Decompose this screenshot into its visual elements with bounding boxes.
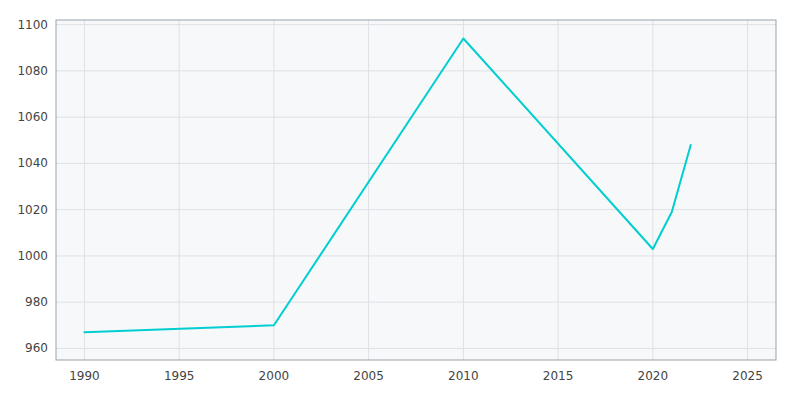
- y-tick-label: 1040: [17, 156, 48, 170]
- y-tick-label: 980: [25, 295, 48, 309]
- y-grid-line: [56, 117, 776, 118]
- x-grid-line: [273, 20, 274, 360]
- x-tick-label: 2010: [448, 369, 479, 383]
- x-grid-line: [463, 20, 464, 360]
- x-grid-line: [179, 20, 180, 360]
- x-tick-label: 2020: [638, 369, 669, 383]
- x-tick-label: 1995: [164, 369, 195, 383]
- chart-svg: 960 980 1000 1020 1040 1060 1080 1100 1990 1995 20…: [0, 0, 800, 400]
- x-tick-label: 2000: [259, 369, 290, 383]
- x-grid-line: [558, 20, 559, 360]
- x-grid-line: [368, 20, 369, 360]
- y-grid-line: [56, 24, 776, 25]
- y-tick-label: 1060: [17, 110, 48, 124]
- x-tick-label: 2005: [353, 369, 384, 383]
- x-grid-line: [652, 20, 653, 360]
- x-tick-label: 2025: [732, 369, 763, 383]
- chart-container: 960 980 1000 1020 1040 1060 1080 1100 1990 1995 20…: [0, 0, 800, 400]
- y-grid-line: [56, 209, 776, 210]
- y-grid-line: [56, 255, 776, 256]
- plot-background: [56, 20, 776, 360]
- y-grid-line: [56, 70, 776, 71]
- y-tick-label: 960: [25, 341, 48, 355]
- y-tick-label: 1100: [17, 18, 48, 32]
- data-group: [84, 39, 690, 333]
- x-grid-line: [747, 20, 748, 360]
- y-grid-line: [56, 163, 776, 164]
- x-grid-line: [84, 20, 85, 360]
- y-tick-label: 1080: [17, 64, 48, 78]
- plot-frame: [56, 20, 776, 360]
- y-grid-line: [56, 302, 776, 303]
- grid: [56, 20, 776, 360]
- y-tick-label: 1020: [17, 203, 48, 217]
- x-tick-label: 1990: [69, 369, 100, 383]
- x-tick-label: 2015: [543, 369, 574, 383]
- data-line: [84, 39, 690, 333]
- y-grid-line: [56, 348, 776, 349]
- y-tick-label: 1000: [17, 249, 48, 263]
- axes: 960 980 1000 1020 1040 1060 1080 1100 1990 1995 20…: [17, 18, 762, 383]
